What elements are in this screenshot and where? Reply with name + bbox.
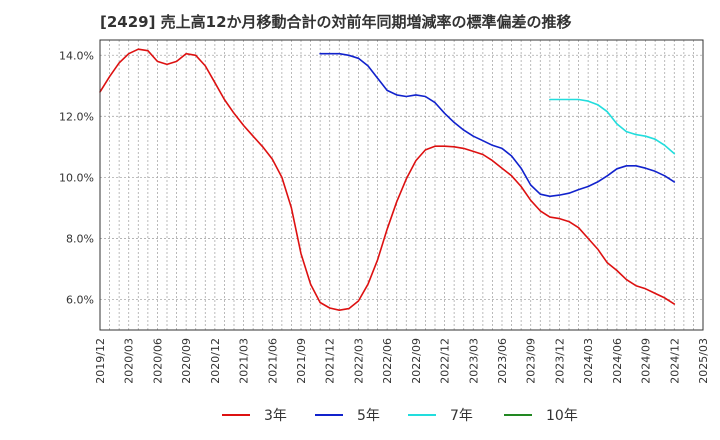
x-tick-label: 2020/06 (151, 338, 164, 384)
series-line-2 (549, 98, 676, 155)
x-tick-label: 2021/09 (295, 338, 308, 384)
x-tick-label: 2025/03 (697, 338, 710, 384)
y-tick-label: 14.0% (59, 49, 94, 62)
legend-label: 7年 (450, 408, 473, 424)
x-tick-label: 2024/03 (582, 338, 595, 384)
plot-frame (99, 39, 704, 331)
x-tick-label: 2022/12 (439, 338, 452, 384)
x-tick-label: 2020/09 (180, 338, 193, 384)
x-axis-ticks: 2019/12 2020/03 2020/06 2020/09 2020/12 2021/… (94, 338, 710, 384)
grid (99, 40, 704, 330)
x-tick-label: 2020/12 (209, 338, 222, 384)
x-tick-label: 2022/09 (410, 338, 423, 384)
x-tick-label: 2024/09 (640, 338, 653, 384)
x-tick-label: 2023/12 (553, 338, 566, 384)
x-tick-label: 2019/12 (94, 338, 107, 384)
y-tick-label: 6.0% (66, 293, 94, 306)
x-tick-label: 2020/03 (123, 338, 136, 384)
x-tick-label: 2024/06 (611, 338, 624, 384)
y-axis-ticks: 6.0% 8.0% 10.0% 12.0% 14.0% (59, 49, 94, 306)
legend-label: 5年 (357, 408, 380, 424)
x-tick-label: 2021/12 (324, 338, 337, 384)
x-tick-label: 2022/06 (381, 338, 394, 384)
x-tick-label: 2021/06 (266, 338, 279, 384)
series-lines (99, 48, 676, 312)
y-tick-label: 8.0% (66, 232, 94, 245)
x-tick-label: 2023/09 (525, 338, 538, 384)
y-tick-label: 12.0% (59, 110, 94, 123)
legend-label: 10年 (546, 408, 578, 424)
legend: 3年 5年 7年 10年 (222, 408, 578, 424)
y-tick-label: 10.0% (59, 171, 94, 184)
x-tick-label: 2023/06 (496, 338, 509, 384)
series-line-1 (319, 52, 676, 198)
x-tick-label: 2022/03 (352, 338, 365, 384)
x-tick-label: 2021/03 (238, 338, 251, 384)
x-tick-label: 2024/12 (668, 338, 681, 384)
series-line-0 (99, 48, 676, 312)
legend-label: 3年 (264, 408, 287, 424)
x-tick-label: 2023/03 (467, 338, 480, 384)
chart-title: [2429] 売上高12か月移動合計の対前年同期増減率の標準偏差の推移 (100, 13, 572, 31)
